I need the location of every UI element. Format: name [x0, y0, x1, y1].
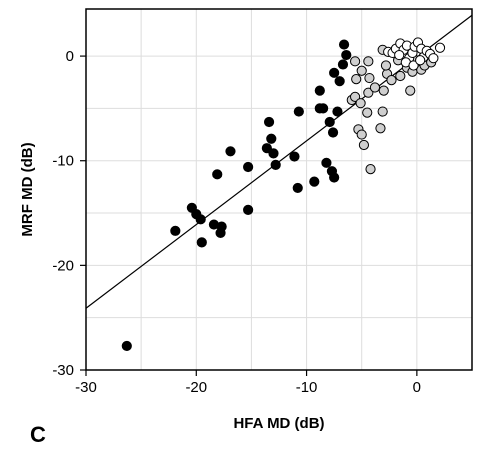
data-point-black: [243, 204, 254, 216]
data-point-black: [243, 161, 254, 173]
y-tick-label: 0: [66, 48, 74, 65]
data-point-gray: [378, 85, 389, 96]
data-point-gray: [356, 129, 367, 140]
data-point-gray: [377, 106, 388, 117]
data-point-black: [195, 214, 206, 225]
data-point-black: [261, 143, 272, 154]
y-tick-label: -30: [52, 362, 74, 379]
data-point-gray: [349, 56, 361, 67]
data-point-gray: [358, 139, 370, 151]
data-point-white: [434, 42, 446, 53]
data-point-black: [268, 148, 279, 159]
data-point-white: [408, 60, 419, 71]
panel-label: C: [30, 422, 46, 447]
data-point-gray: [356, 65, 367, 76]
y-tick-label: -10: [52, 153, 74, 170]
data-point-black: [341, 49, 352, 61]
data-point-black: [212, 169, 223, 180]
data-point-black: [292, 182, 303, 194]
y-axis-title: MRF MD (dB): [19, 142, 36, 236]
x-tick-label: -30: [75, 379, 97, 396]
data-point-white: [394, 49, 405, 61]
data-point-gray: [355, 98, 366, 109]
x-axis-title: HFA MD (dB): [233, 415, 324, 432]
y-tick-label: -20: [52, 257, 74, 274]
data-point-black: [332, 106, 343, 117]
data-point-black: [266, 133, 277, 144]
data-point-black: [329, 67, 340, 78]
plot-frame: [85, 8, 473, 371]
data-point-gray: [375, 123, 386, 134]
data-point-black: [321, 157, 332, 168]
data-point-gray: [380, 60, 392, 71]
data-points: [121, 37, 446, 352]
data-point-gray: [395, 70, 406, 82]
data-point-black: [121, 340, 132, 352]
data-point-black: [338, 39, 350, 50]
x-tick-label: 0: [413, 379, 421, 396]
data-point-black: [327, 127, 339, 138]
data-point-gray: [386, 75, 397, 86]
data-point-black: [293, 106, 304, 117]
data-point-black: [334, 76, 345, 87]
data-point-black: [170, 225, 181, 236]
data-point-gray: [349, 91, 361, 102]
x-tick-label: -10: [296, 379, 318, 396]
data-point-gray: [364, 72, 375, 84]
data-point-black: [196, 237, 207, 248]
data-point-gray: [369, 82, 381, 93]
axis-ticks: -30 -20 -10 0 -30 -20 -10 0: [52, 48, 421, 396]
data-point-black: [318, 103, 329, 114]
data-point-black: [225, 146, 236, 157]
data-point-black: [270, 159, 281, 171]
data-point-gray: [365, 163, 376, 175]
data-point-gray: [363, 87, 374, 98]
data-point-black: [309, 176, 320, 187]
x-tick-label: -20: [185, 379, 207, 396]
data-point-white: [415, 55, 426, 66]
data-point-black: [314, 85, 325, 96]
data-point-gray: [405, 85, 416, 96]
data-point-gray: [363, 56, 374, 67]
data-point-black: [324, 116, 335, 128]
data-point-gray: [351, 74, 362, 85]
data-point-black: [329, 172, 340, 183]
data-point-black: [216, 221, 227, 232]
data-point-black: [263, 116, 275, 128]
data-point-black: [289, 151, 300, 162]
data-point-black: [337, 59, 349, 70]
data-point-white: [428, 53, 439, 64]
data-point-gray: [362, 107, 373, 118]
